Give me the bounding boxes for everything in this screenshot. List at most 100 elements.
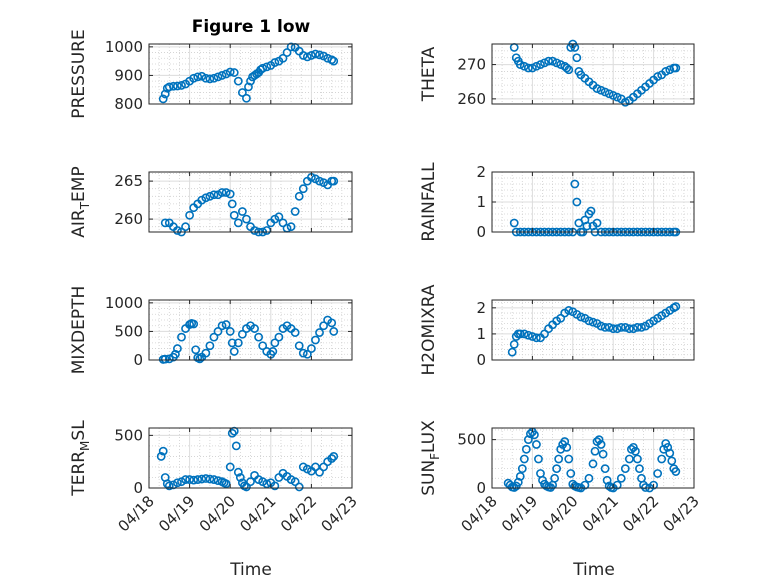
data-point: [225, 67, 235, 77]
x-tick-label: 04/18: [115, 492, 158, 535]
data-point: [525, 429, 535, 439]
x-tick-label: 04/19: [498, 492, 541, 535]
data-point: [209, 73, 219, 83]
data-point: [270, 338, 280, 348]
data-point: [319, 321, 328, 331]
data-point: [229, 68, 239, 77]
data-point: [564, 306, 574, 315]
data-point: [278, 53, 288, 63]
data-point: [598, 449, 608, 459]
data-point: [600, 464, 610, 474]
data-point: [600, 87, 610, 97]
data-point: [168, 81, 178, 91]
data-point: [164, 481, 174, 491]
data-point: [584, 473, 594, 483]
x-axis-label-left: Time: [229, 560, 272, 580]
data-point: [197, 474, 207, 484]
data-point: [160, 89, 170, 99]
data-point: [270, 58, 280, 67]
data-point: [233, 76, 243, 86]
data-point: [657, 454, 667, 464]
data-point: [201, 348, 211, 358]
data-point: [209, 475, 219, 484]
data-point: [592, 84, 602, 93]
data-point: [532, 333, 541, 343]
subplot-theta: 260 270 THETA: [419, 39, 695, 108]
data-point: [329, 176, 339, 186]
data-point: [548, 56, 557, 66]
data-point: [229, 210, 239, 220]
data-point: [195, 354, 205, 364]
data-point: [164, 82, 174, 92]
data-point: [566, 469, 576, 478]
data-point: [570, 179, 580, 189]
data-point: [237, 207, 247, 216]
data-point: [604, 322, 614, 332]
data-point: [246, 477, 255, 487]
x-tick-label: 04/21: [236, 492, 279, 535]
data-point: [244, 82, 253, 92]
x-tick-label: 04/20: [196, 492, 239, 535]
data-point: [509, 218, 519, 228]
data-point: [181, 475, 190, 484]
y-tick-label: 1000: [105, 294, 143, 312]
data-point: [185, 475, 194, 484]
data-point: [515, 60, 525, 69]
y-axis-label: AIRTEMP: [69, 166, 92, 237]
data-point: [205, 341, 215, 351]
axes-box: [148, 171, 353, 233]
data-point: [189, 319, 199, 329]
data-point: [519, 329, 529, 339]
x-tick-label: 04/20: [538, 492, 581, 535]
data-point: [315, 176, 324, 186]
y-tick-label: 500: [114, 322, 143, 340]
data-point: [600, 322, 610, 332]
data-point: [624, 454, 634, 464]
data-point: [298, 348, 308, 358]
y-tick-label: 900: [114, 66, 143, 84]
data-point: [562, 442, 572, 452]
data-point: [282, 48, 292, 57]
data-point: [596, 321, 606, 331]
y-axis-label: MIXDEPTH: [69, 286, 89, 375]
data-point: [205, 474, 215, 484]
data-point: [616, 473, 626, 483]
data-point: [534, 454, 543, 464]
data-point: [530, 430, 539, 440]
data-point: [564, 454, 574, 464]
data-point: [160, 218, 170, 228]
y-axis-label: THETA: [419, 46, 439, 102]
data-point: [193, 72, 203, 82]
data-point: [160, 354, 170, 364]
data-point: [302, 52, 312, 62]
data-point: [586, 206, 596, 216]
subplot-pressure: 800 900 1000 PRESSURE: [69, 29, 353, 119]
data-point: [173, 81, 182, 91]
data-point: [540, 58, 549, 68]
data-point: [294, 482, 304, 492]
x-tick-label: 04/21: [579, 492, 622, 535]
y-axis-label: H2OMIXRA: [419, 284, 439, 375]
data-point: [653, 469, 663, 478]
data-point: [217, 321, 227, 331]
data-point: [298, 51, 308, 60]
y-tick-label: 1: [476, 193, 486, 211]
data-point: [298, 184, 308, 194]
data-point: [519, 454, 529, 464]
data-point: [620, 322, 630, 332]
y-axis-label: SUNFLUX: [419, 420, 442, 496]
subplot-mixdepth: 0 500 1000 MIXDEPTH: [69, 286, 353, 375]
data-point: [536, 60, 545, 69]
data-point: [173, 226, 182, 235]
data-point: [242, 214, 251, 224]
data-point: [290, 328, 300, 337]
data-point: [608, 91, 618, 100]
data-point: [205, 191, 215, 201]
data-point: [521, 444, 531, 454]
data-point: [315, 328, 324, 337]
data-point: [580, 480, 590, 490]
data-point: [162, 479, 172, 489]
data-point: [189, 475, 199, 485]
figure-title: Figure 1 low: [192, 17, 311, 37]
